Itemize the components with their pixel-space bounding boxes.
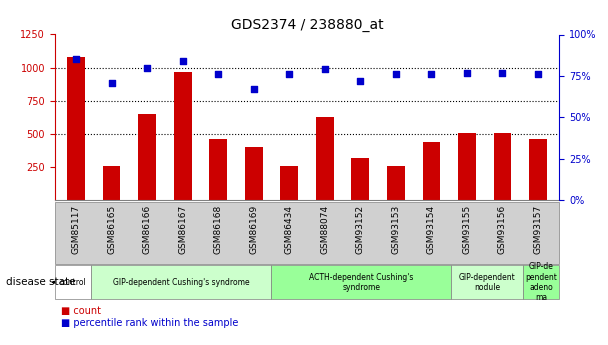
Bar xyxy=(351,158,369,200)
Point xyxy=(285,71,294,77)
Text: control: control xyxy=(60,278,86,287)
Bar xyxy=(67,57,85,200)
Bar xyxy=(209,139,227,200)
Bar xyxy=(529,139,547,200)
Point xyxy=(462,70,472,75)
Point xyxy=(213,71,223,77)
Bar xyxy=(280,166,298,200)
Point xyxy=(178,58,187,64)
Text: ■ percentile rank within the sample: ■ percentile rank within the sample xyxy=(61,318,238,328)
Text: GIP-dependent Cushing's syndrome: GIP-dependent Cushing's syndrome xyxy=(112,278,249,287)
Point xyxy=(107,80,117,85)
Bar xyxy=(423,142,440,200)
Text: ACTH-dependent Cushing's
syndrome: ACTH-dependent Cushing's syndrome xyxy=(309,273,413,292)
Bar xyxy=(103,166,120,200)
Point xyxy=(320,67,330,72)
Text: GIP-de
pendent
adeno
ma: GIP-de pendent adeno ma xyxy=(525,262,558,302)
Bar xyxy=(138,114,156,200)
Point xyxy=(533,71,543,77)
Bar xyxy=(494,132,511,200)
Bar xyxy=(387,166,405,200)
Point xyxy=(71,57,81,62)
Bar xyxy=(316,117,334,200)
Point xyxy=(142,65,152,70)
Bar xyxy=(245,147,263,200)
Point xyxy=(356,78,365,83)
Bar xyxy=(174,72,192,200)
Point xyxy=(391,71,401,77)
Text: ■ count: ■ count xyxy=(61,306,101,316)
Title: GDS2374 / 238880_at: GDS2374 / 238880_at xyxy=(230,18,384,32)
Text: disease state: disease state xyxy=(6,277,75,287)
Text: GIP-dependent
nodule: GIP-dependent nodule xyxy=(459,273,516,292)
Point xyxy=(427,71,437,77)
Point xyxy=(497,70,507,75)
Point xyxy=(249,86,258,92)
Bar xyxy=(458,132,476,200)
